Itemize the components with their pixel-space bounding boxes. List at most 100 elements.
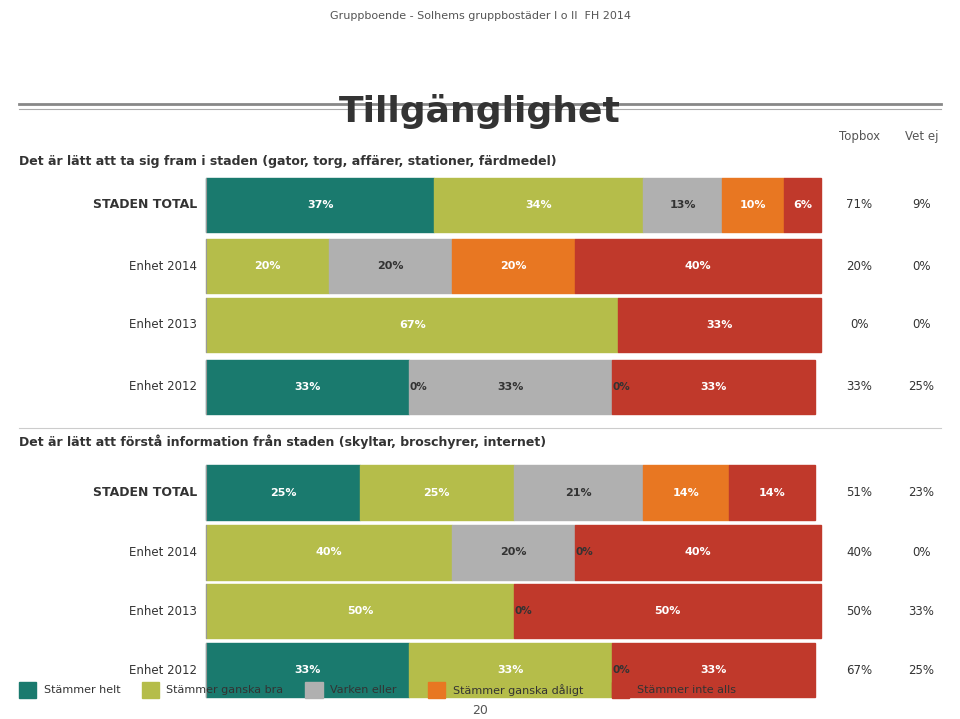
Text: 0%: 0% [612, 382, 631, 392]
Bar [452, 239, 575, 293]
Bar [784, 178, 821, 232]
Text: Gruppboende - Solhems gruppbostäder I o II  FH 2014: Gruppboende - Solhems gruppbostäder I o … [329, 11, 631, 21]
Bar [729, 465, 815, 520]
Text: 0%: 0% [515, 606, 532, 616]
Text: 25%: 25% [270, 487, 297, 498]
Text: 0%: 0% [576, 547, 593, 557]
Text: Det är lätt att ta sig fram i staden (gator, torg, affärer, stationer, färdmedel: Det är lätt att ta sig fram i staden (ga… [19, 155, 557, 168]
Bar [618, 298, 821, 352]
Text: 67%: 67% [846, 664, 873, 677]
Bar [206, 239, 329, 293]
Text: 40%: 40% [846, 546, 873, 559]
Text: 40%: 40% [684, 261, 711, 271]
Text: 33%: 33% [909, 605, 934, 618]
Bar [434, 178, 642, 232]
Bar [206, 465, 360, 520]
Text: 33%: 33% [497, 665, 524, 675]
Text: 10%: 10% [740, 200, 766, 210]
Bar [452, 525, 575, 580]
Text: 0%: 0% [850, 319, 869, 331]
Text: Tillgänglighet: Tillgänglighet [339, 94, 621, 129]
Text: 0%: 0% [912, 260, 931, 273]
Bar [206, 525, 452, 580]
Text: 20%: 20% [377, 261, 404, 271]
Text: Enhet 2012: Enhet 2012 [129, 380, 197, 393]
Text: Enhet 2012: Enhet 2012 [129, 664, 197, 677]
Text: 0%: 0% [912, 546, 931, 559]
Bar [612, 682, 630, 698]
Bar [642, 465, 729, 520]
Text: 37%: 37% [307, 200, 333, 210]
Text: Det är lätt att förstå information från staden (skyltar, broschyrer, internet): Det är lätt att förstå information från … [19, 435, 546, 449]
Bar [514, 584, 821, 638]
Text: 6%: 6% [793, 200, 812, 210]
Bar [723, 178, 784, 232]
Bar [19, 682, 36, 698]
Text: 20%: 20% [846, 260, 873, 273]
Text: 34%: 34% [525, 200, 551, 210]
Text: 0%: 0% [410, 382, 427, 392]
Text: 33%: 33% [700, 665, 727, 675]
Text: 20: 20 [472, 704, 488, 717]
Text: 23%: 23% [908, 486, 935, 499]
Bar [642, 178, 723, 232]
Text: 33%: 33% [707, 320, 732, 330]
Text: Enhet 2014: Enhet 2014 [129, 260, 197, 273]
Text: Topbox: Topbox [839, 130, 879, 143]
Text: Stämmer ganska dåligt: Stämmer ganska dåligt [452, 684, 583, 696]
Text: 13%: 13% [669, 200, 696, 210]
Text: 33%: 33% [497, 382, 524, 392]
Text: 25%: 25% [908, 380, 935, 393]
Bar [305, 682, 323, 698]
Bar [409, 360, 612, 414]
Bar [575, 239, 821, 293]
Text: 67%: 67% [398, 320, 425, 330]
Bar [206, 643, 409, 697]
Text: 20%: 20% [500, 547, 527, 557]
Text: 0%: 0% [612, 665, 631, 675]
Text: 40%: 40% [684, 547, 711, 557]
Text: Enhet 2014: Enhet 2014 [129, 546, 197, 559]
Text: 50%: 50% [347, 606, 373, 616]
Text: Enhet 2013: Enhet 2013 [129, 319, 197, 331]
Text: 20%: 20% [500, 261, 527, 271]
Bar [612, 360, 815, 414]
Text: Stämmer helt: Stämmer helt [44, 685, 121, 695]
Bar [206, 360, 409, 414]
Bar [360, 465, 514, 520]
Text: 50%: 50% [847, 605, 872, 618]
Text: 51%: 51% [846, 486, 873, 499]
Bar [612, 643, 815, 697]
Bar [206, 584, 514, 638]
Text: Stämmer inte alls: Stämmer inte alls [637, 685, 736, 695]
Text: 25%: 25% [423, 487, 450, 498]
Text: 40%: 40% [316, 547, 343, 557]
Bar [206, 298, 618, 352]
Text: 20%: 20% [254, 261, 281, 271]
Text: 33%: 33% [847, 380, 872, 393]
Bar [0, 0, 960, 104]
Text: 21%: 21% [564, 487, 591, 498]
Bar [206, 178, 434, 232]
Text: 9%: 9% [912, 198, 931, 211]
Bar [409, 643, 612, 697]
Text: 33%: 33% [700, 382, 727, 392]
Text: Stämmer ganska bra: Stämmer ganska bra [166, 685, 283, 695]
Text: Vet ej: Vet ej [905, 130, 938, 143]
Text: 14%: 14% [758, 487, 785, 498]
Text: 0%: 0% [912, 319, 931, 331]
Text: Enhet 2013: Enhet 2013 [129, 605, 197, 618]
Bar [141, 682, 158, 698]
Bar [575, 525, 821, 580]
Text: 25%: 25% [908, 664, 935, 677]
Bar [427, 682, 444, 698]
Text: 33%: 33% [295, 382, 321, 392]
Bar [514, 465, 642, 520]
Text: STADEN TOTAL: STADEN TOTAL [92, 486, 197, 499]
Text: 71%: 71% [846, 198, 873, 211]
Text: Varken eller: Varken eller [330, 685, 396, 695]
Text: STADEN TOTAL: STADEN TOTAL [92, 198, 197, 211]
Text: 50%: 50% [654, 606, 681, 616]
Bar [329, 239, 452, 293]
Text: 14%: 14% [672, 487, 699, 498]
